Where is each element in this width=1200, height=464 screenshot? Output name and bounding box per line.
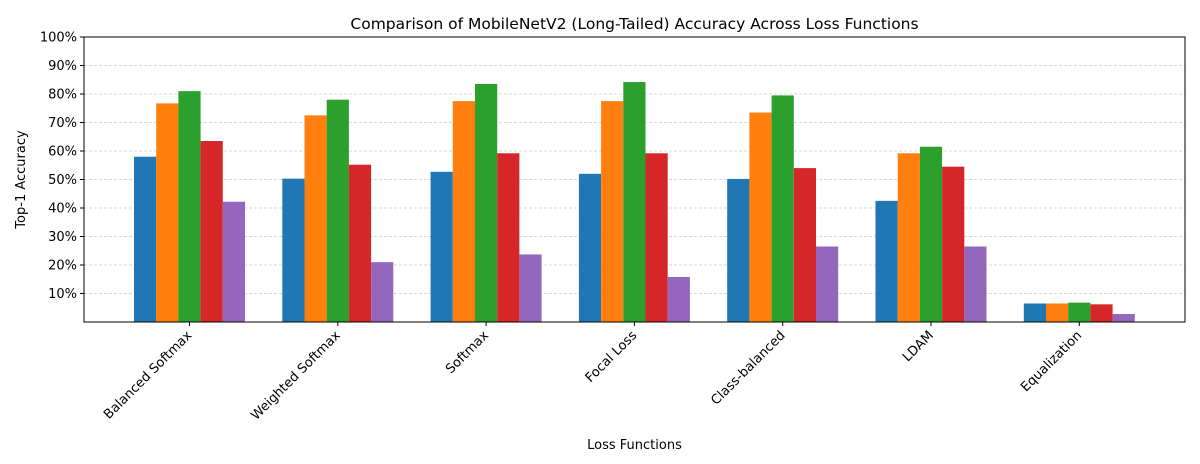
bar [601,101,624,322]
x-tick-label: Balanced Softmax [101,328,195,422]
x-tick-label: Focal Loss [583,328,641,386]
bar [749,112,772,323]
bars [134,82,1135,323]
bar [304,115,327,322]
x-tick-label: Equalization [1018,328,1085,395]
bar [1046,303,1069,322]
bar [326,99,349,322]
x-tick-label: LDAM [900,328,937,365]
y-tick-label: 50% [48,173,77,188]
bar [897,153,920,322]
x-axis-label: Loss Functions [587,438,682,453]
bar [645,153,668,322]
bar [667,276,690,322]
bar [475,84,498,323]
y-tick-label: 80% [48,88,77,103]
bar [282,178,305,322]
bar [1068,302,1091,322]
y-tick-label: 10% [48,287,77,302]
x-tick-label: Class-balanced [708,328,788,408]
x-tick-label: Softmax [443,328,492,377]
y-axis-label: Top-1 Accuracy [14,130,29,230]
bar [1023,303,1046,322]
y-tick-label: 20% [48,259,77,274]
bar [200,141,223,322]
bar [452,101,475,322]
bar [875,200,898,322]
y-tick-label: 70% [48,116,77,131]
bar [964,246,987,322]
bar [497,153,520,322]
y-axis-ticks: 10% 20% 30% 40% 50% 60% 70% 80% 90% 100% [40,31,84,302]
bar [919,146,943,322]
bar [771,95,794,322]
bar [156,103,179,322]
chart-title: Comparison of MobileNetV2 (Long-Tailed) … [350,15,918,33]
bar [816,246,839,322]
y-tick-label: 30% [48,230,77,245]
bar [371,262,394,322]
bar [430,171,453,322]
bar [942,166,965,322]
bar [134,156,157,322]
x-axis-ticks: Balanced Softmax Weighted Softmax Softmax F… [101,322,1085,423]
bar [1112,314,1135,322]
bar [519,254,542,322]
bar [348,164,372,322]
x-tick-label: Weighted Softmax [248,328,343,423]
bar [1090,304,1113,322]
bar [793,168,816,322]
y-tick-label: 90% [48,59,77,74]
y-tick-label: 100% [40,31,77,46]
bar [727,178,750,322]
y-tick-label: 60% [48,145,77,160]
bar [623,82,646,322]
bar [578,173,602,322]
bar [178,91,201,323]
y-tick-label: 40% [48,202,77,217]
bar [222,201,245,322]
